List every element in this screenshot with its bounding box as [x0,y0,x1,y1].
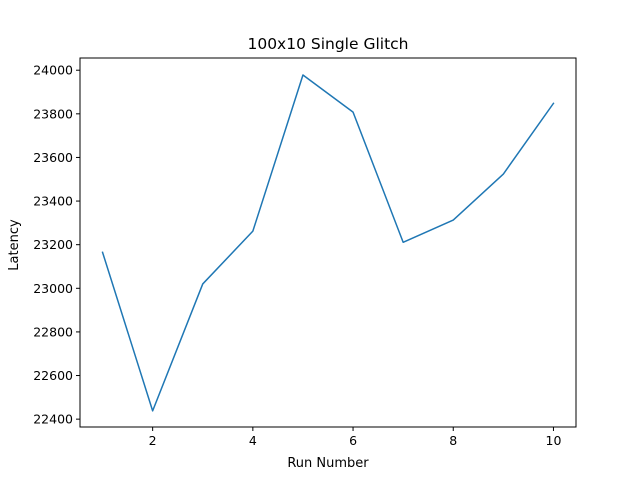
y-tick-label: 24000 [33,63,73,78]
x-tick-label: 6 [349,433,357,448]
x-tick-label: 4 [249,433,257,448]
y-axis: 22400 22600 22800 23000 23200 23400 23600 23800… [33,63,80,427]
x-axis-label: Run Number [287,456,369,471]
y-tick-label: 22600 [33,368,73,383]
y-tick-label: 22800 [33,324,73,339]
y-tick-label: 23200 [33,237,73,252]
y-tick-label: 23800 [33,106,73,121]
chart-title: 100x10 Single Glitch [247,35,408,53]
y-tick-label: 23400 [33,194,73,209]
y-axis-label: Latency [7,219,22,271]
series-line-0 [101,74,555,412]
plot-frame [79,57,577,428]
x-axis: 2 4 6 8 10 [149,427,562,448]
y-tick-label: 22400 [33,412,73,427]
plot-area [79,57,577,428]
y-tick-label: 23000 [33,281,73,296]
y-tick-label: 23600 [33,150,73,165]
x-tick-label: 8 [449,433,457,448]
x-tick-label: 10 [546,433,562,448]
x-tick-label: 2 [149,433,157,448]
